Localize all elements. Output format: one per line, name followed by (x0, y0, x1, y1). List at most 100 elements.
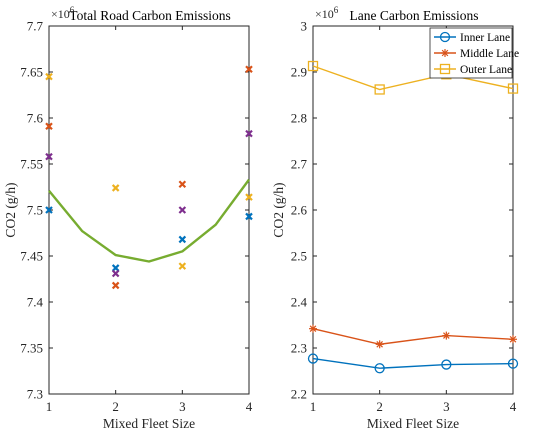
right-y-exponent: ×106 (315, 5, 339, 21)
right-y-tick-label: 2.3 (291, 341, 307, 356)
fit-line (48, 178, 250, 263)
right-chart-title: Lane Carbon Emissions (350, 8, 479, 23)
data-point-x-marker-stroke (178, 262, 187, 270)
right-x-tick-label: 4 (510, 399, 517, 414)
left-y-tick-label: 7.3 (27, 387, 43, 402)
inner-lane-marker (374, 363, 385, 374)
right-y-axis-label: CO2 (g/h) (271, 182, 286, 237)
left-y-tick-label: 7.6 (27, 111, 44, 126)
data-point-x-marker-stroke (178, 180, 187, 189)
left-y-exponent-base: ×10 (51, 7, 70, 21)
outer-lane-marker (507, 83, 519, 94)
legend-outer-lane-marker (439, 63, 451, 75)
data-point-x-marker (45, 152, 53, 161)
left-chart-title: Total Road Carbon Emissions (69, 8, 230, 23)
middle-lane-marker (375, 340, 384, 349)
middle-lane-marker (309, 324, 317, 333)
right-y-tick-label: 2.8 (291, 111, 307, 126)
left-y-tick-label: 7.7 (27, 19, 44, 34)
left-x-tick-label: 2 (112, 399, 119, 414)
right-y-tick-label: 2.9 (291, 65, 307, 80)
data-point-x-marker (178, 262, 187, 270)
data-point-x-marker-stroke (178, 235, 187, 244)
data-point-x-marker (245, 65, 253, 74)
data-point-x-marker-stroke (45, 72, 53, 81)
data-point-x-marker (45, 72, 53, 81)
data-point-x-marker-stroke (45, 152, 53, 161)
inner-lane-marker (307, 353, 319, 364)
right-plot-area (307, 60, 519, 374)
inner-lane-marker (507, 358, 519, 369)
data-point-x-marker (178, 235, 187, 244)
legend-outer-lane-label: Outer Lane (460, 64, 512, 76)
middle-lane-marker-stroke (309, 325, 317, 332)
legend-middle-lane-label: Middle Lane (460, 48, 519, 60)
legend-inner-lane-label: Inner Lane (460, 32, 510, 44)
left-y-tick-label: 7.55 (20, 157, 43, 172)
data-point-x-marker-stroke (45, 206, 53, 214)
data-point-x-marker-stroke (245, 193, 253, 201)
right-x-tick-label: 2 (376, 399, 383, 414)
right-y-tick-label: 2.4 (291, 295, 308, 310)
data-point-x-marker-stroke (245, 212, 253, 221)
data-point-x-marker-stroke (178, 206, 187, 214)
right-y-tick-label: 2.6 (291, 203, 308, 218)
left-axes-box (48, 25, 250, 395)
outer-lane-marker (374, 84, 385, 95)
right-x-tick-label: 3 (443, 399, 450, 414)
data-point-x-marker (245, 212, 253, 221)
data-point-x-marker-stroke (245, 129, 253, 138)
left-x-tick-label: 4 (246, 399, 253, 414)
right-y-tick-label: 2.2 (291, 387, 307, 402)
data-point-x-marker-stroke (111, 281, 120, 290)
legend-middle-lane-marker (441, 49, 449, 57)
data-point-x-marker-stroke (45, 122, 53, 131)
left-y-axis-label: CO2 (g/h) (3, 182, 18, 237)
left-y-exponent-power: 6 (70, 5, 75, 15)
middle-lane-marker (509, 335, 517, 344)
middle-lane-marker (442, 331, 451, 340)
inner-lane-line (312, 357, 514, 369)
outer-lane-marker (307, 60, 319, 72)
data-point-x-marker-stroke (111, 184, 120, 192)
legend-inner-lane-marker (439, 31, 451, 43)
data-point-x-marker-stroke (111, 269, 120, 278)
right-axes-box (312, 25, 514, 395)
right-y-tick-label: 2.5 (291, 249, 307, 264)
middle-lane-line (312, 328, 514, 346)
legend-middle-lane-marker-stroke (441, 49, 449, 57)
legend: Inner Lane Middle Lane Outer Lane (429, 27, 519, 79)
data-point-x-marker (45, 122, 53, 131)
data-point-x-marker (245, 129, 253, 138)
outer-lane-line (312, 65, 514, 91)
left-y-tick-label: 7.5 (27, 203, 43, 218)
right-x-axis-label: Mixed Fleet Size (367, 416, 459, 431)
left-axis-ticks: 1 2 3 4 7.3 7.35 7.4 7.45 7.5 7.55 7.6 7.65 7.7 (20, 19, 253, 415)
data-point-x-marker (111, 184, 120, 192)
right-x-tick-label: 1 (310, 399, 317, 414)
data-point-x-marker (178, 180, 187, 189)
left-x-tick-label: 1 (46, 399, 53, 414)
right-chart: Lane Carbon Emissions Mixed Fleet Size C… (271, 5, 519, 431)
data-point-x-marker (45, 206, 53, 214)
data-point-x-marker (178, 206, 187, 214)
data-point-x-marker (111, 281, 120, 290)
left-chart: Total Road Carbon Emissions Mixed Fleet … (3, 5, 253, 431)
right-y-tick-label: 3 (301, 19, 308, 34)
left-x-axis-label: Mixed Fleet Size (103, 416, 195, 431)
left-y-tick-label: 7.65 (20, 65, 43, 80)
left-plot-area (45, 65, 253, 290)
middle-lane-marker-stroke (376, 341, 383, 348)
right-y-tick-label: 2.7 (291, 157, 308, 172)
left-y-exponent: ×106 (51, 5, 75, 21)
middle-lane-marker-stroke (443, 332, 450, 339)
left-y-tick-label: 7.4 (27, 295, 44, 310)
left-y-tick-label: 7.45 (20, 249, 43, 264)
left-x-tick-label: 3 (179, 399, 186, 414)
right-y-exponent-power: 6 (334, 5, 339, 15)
left-y-tick-label: 7.35 (20, 341, 43, 356)
middle-lane-marker-stroke (509, 335, 517, 343)
inner-lane-marker (441, 359, 452, 370)
right-y-exponent-base: ×10 (315, 7, 334, 21)
